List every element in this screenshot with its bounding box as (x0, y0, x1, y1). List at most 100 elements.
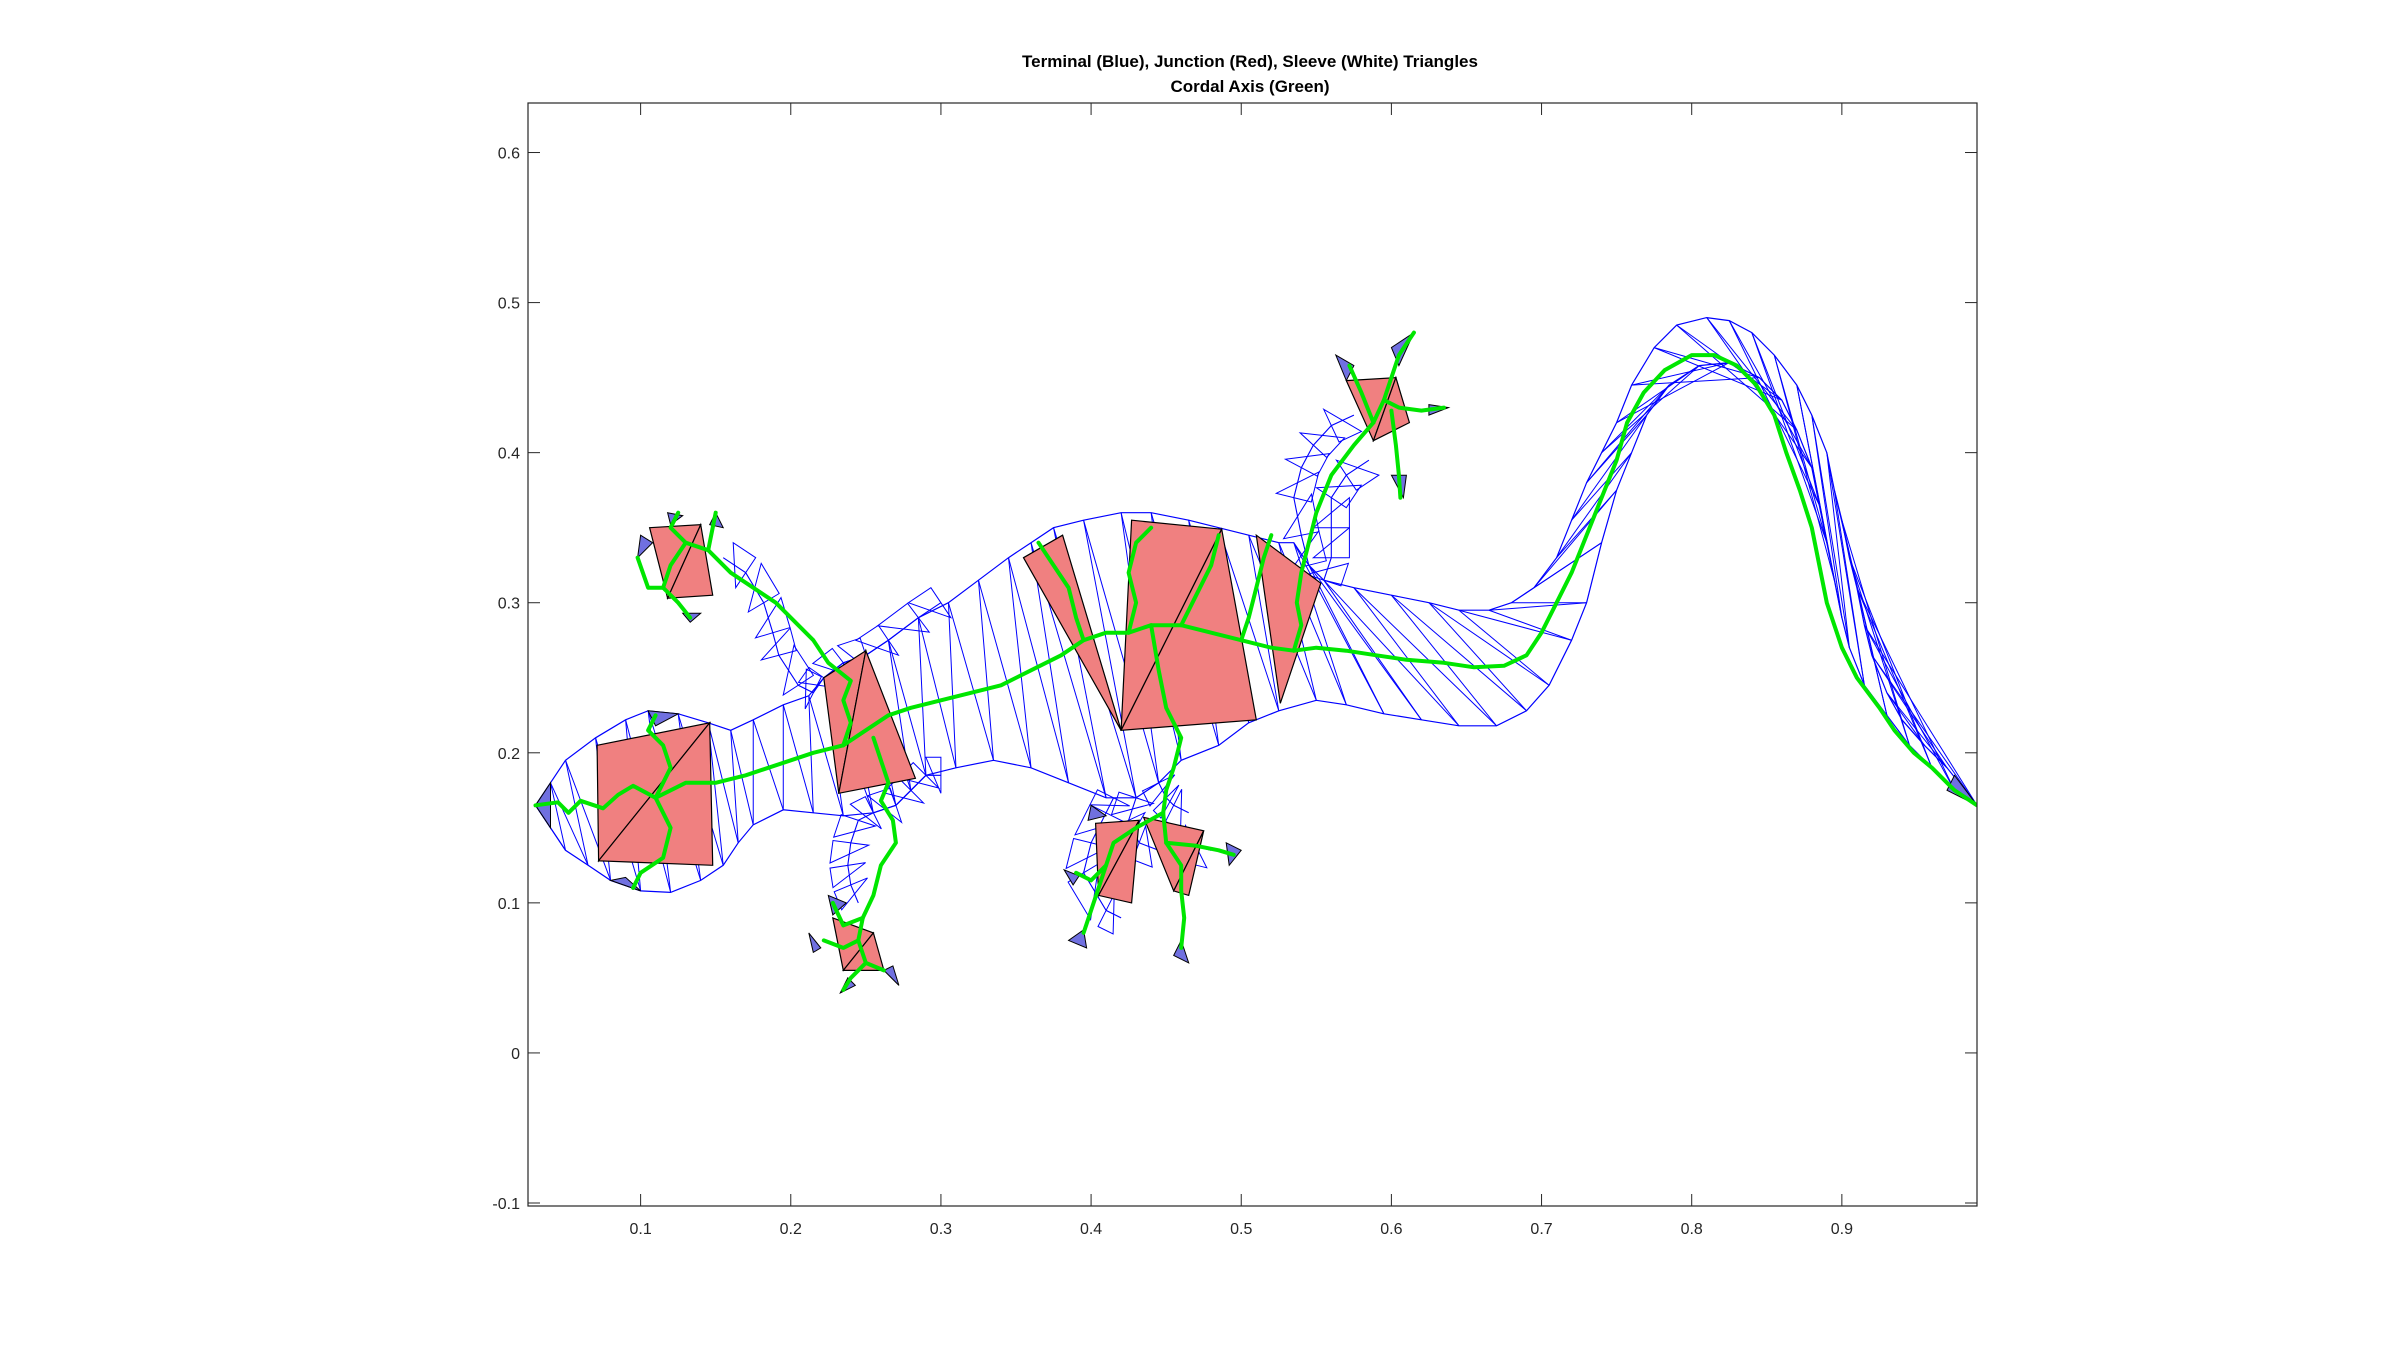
mesh-edge (752, 719, 784, 810)
junction-triangle (1255, 533, 1322, 704)
limb-triangle (849, 796, 882, 830)
terminal-triangle (1946, 774, 1977, 806)
mesh-edge (1601, 365, 1700, 454)
cordal-axis-segment (533, 353, 1977, 815)
limb-triangle (1311, 526, 1350, 559)
mesh-edge (1571, 414, 1648, 521)
y-tick-label: 0.2 (498, 746, 520, 763)
limb-triangle (1304, 562, 1350, 587)
mesh-edge (1751, 332, 1828, 543)
mesh-edge (1323, 579, 1422, 721)
x-tick-label: 0.7 (1530, 1221, 1552, 1238)
mesh-edge (1863, 624, 1955, 791)
terminal-triangle (1062, 868, 1080, 886)
mesh-edge (1428, 602, 1550, 686)
cordal-axis-segment (1347, 363, 1376, 425)
mesh-edge (565, 760, 589, 866)
mesh-edge (1083, 520, 1137, 798)
mesh-edge (1848, 557, 1933, 768)
mesh-edge (1008, 557, 1032, 768)
mesh-edge (1293, 542, 1385, 715)
x-tick-label: 0.8 (1681, 1221, 1703, 1238)
limb-triangle (1065, 837, 1111, 870)
y-tick-label: 0.4 (498, 446, 520, 463)
mesh-edge (1488, 609, 1572, 641)
y-tick-label: -0.1 (492, 1196, 520, 1213)
mesh-edge (1601, 384, 1670, 454)
limb-triangle (882, 776, 926, 804)
mesh-edge (1533, 542, 1602, 589)
mesh-edge (1886, 692, 1925, 746)
limb-triangle (925, 756, 942, 794)
mesh-edge (1848, 557, 1910, 746)
mesh-layer (534, 316, 1977, 935)
junction-triangle (666, 522, 714, 599)
cordal-axis-segment (661, 585, 693, 620)
terminal-triangle (636, 534, 654, 560)
chart-title-line-1: Terminal (Blue), Junction (Red), Sleeve … (1022, 52, 1478, 71)
cordal-axis-segment (668, 510, 853, 748)
limb-triangle (1067, 862, 1100, 922)
mesh-edge (1571, 452, 1633, 521)
cordal-axis-layer (533, 330, 1977, 992)
mesh-edge (1391, 594, 1497, 727)
y-tick-label: 0 (511, 1046, 520, 1063)
cordal-axis-segment (830, 735, 898, 928)
mesh-edge (1008, 557, 1070, 783)
mesh-edge (1458, 609, 1572, 641)
cordal-axis-segment (1149, 623, 1187, 950)
terminal-triangle (808, 932, 822, 954)
mesh-edge (1556, 452, 1633, 558)
mesh-edge (1586, 384, 1670, 483)
limb-triangle (829, 839, 871, 864)
cordal-axis-segment (646, 713, 673, 800)
mesh-edge (917, 617, 957, 768)
limb-triangle (854, 624, 900, 657)
cordal-axis-segment (1126, 525, 1154, 635)
limb-triangle (1298, 432, 1346, 459)
terminal-triangle (1173, 939, 1190, 964)
cordal-axis-segment (1239, 533, 1274, 643)
cordal-axis-segment (1036, 540, 1086, 643)
cordal-axis-segment (856, 915, 886, 973)
mesh-edge (1901, 719, 1925, 746)
limb-triangle (876, 602, 931, 633)
mesh-edge (1323, 579, 1460, 727)
limb-triangle (1141, 774, 1176, 807)
mesh-edge (1083, 520, 1160, 783)
cordal-axis-segment (631, 795, 673, 890)
mesh-edge (977, 580, 994, 761)
mesh-edge (1811, 415, 1850, 648)
chart-title-line-2: Cordal Axis (Green) (1170, 77, 1329, 96)
mesh-edge (1886, 692, 1948, 769)
cordal-axis-segment (1074, 810, 1166, 883)
limb-triangle (1311, 496, 1350, 529)
mesh-edge (1796, 385, 1843, 618)
x-tick-label: 0.3 (930, 1221, 952, 1238)
cordal-axis-segment (1389, 408, 1403, 500)
mesh-edge (1863, 624, 1977, 806)
cordal-axis-segment (841, 960, 868, 992)
mesh-edge (550, 782, 567, 851)
mesh-edge (1353, 587, 1497, 727)
mesh-edge (1308, 564, 1385, 715)
y-tick-label: 0.6 (498, 146, 520, 163)
terminal-triangle (883, 965, 900, 986)
cordal-axis-segment (821, 938, 861, 950)
x-tick-label: 0.2 (780, 1221, 802, 1238)
limb-triangle (1274, 471, 1320, 503)
y-axis: -0.1 0 0.1 0.2 0.3 0.4 0.5 0.6 (492, 146, 1977, 1213)
terminal-triangle (1087, 804, 1108, 821)
mesh-edge (550, 782, 589, 866)
junction-triangle (1097, 820, 1140, 904)
limb-triangle (804, 668, 823, 710)
mesh-edge (1841, 520, 1888, 716)
mesh-edge (1353, 587, 1460, 727)
x-axis: 0.1 0.2 0.3 0.4 0.5 0.6 0.7 0.8 0.9 (629, 103, 1853, 1238)
limb-triangle (1314, 484, 1363, 509)
mesh-edge (947, 602, 994, 761)
mesh-edge (1248, 535, 1280, 711)
mesh-edge (1871, 654, 1977, 806)
y-tick-label: 0.5 (498, 296, 520, 313)
